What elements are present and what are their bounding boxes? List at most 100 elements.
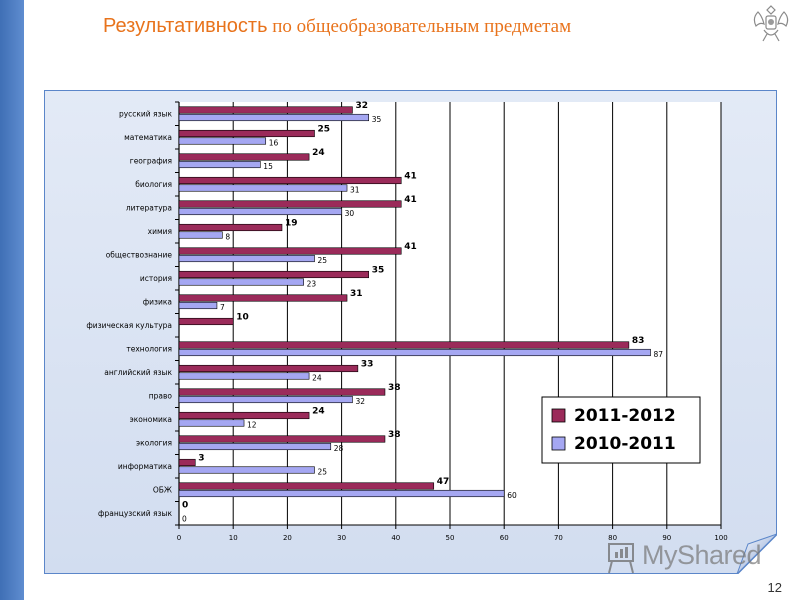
coat-of-arms-icon [753, 5, 789, 42]
x-tick-label: 80 [608, 534, 617, 542]
page-curl [736, 533, 777, 574]
data-label: 30 [345, 209, 355, 218]
x-tick-label: 70 [554, 534, 563, 542]
category-label: биология [135, 180, 172, 189]
data-label: 41 [404, 242, 417, 252]
data-label: 38 [388, 383, 401, 393]
legend-swatch [551, 408, 566, 423]
bar [178, 106, 353, 114]
category-label: литература [126, 203, 172, 212]
bar [178, 466, 315, 474]
bar [178, 348, 651, 357]
legend-label: 2011-2012 [574, 406, 676, 426]
bar [178, 247, 402, 255]
x-tick-label: 40 [391, 534, 400, 542]
category-label: география [130, 156, 172, 165]
watermark-board-icon [608, 543, 634, 574]
category-label: обществознание [106, 250, 173, 259]
category-label: история [140, 274, 172, 283]
data-label: 41 [404, 171, 417, 181]
bar [178, 184, 348, 192]
bar [178, 176, 402, 185]
bar [178, 254, 315, 263]
category-label: информатика [118, 462, 172, 471]
bar [178, 129, 315, 138]
data-label: 0 [182, 500, 188, 510]
left-accent-band [0, 0, 24, 600]
page-title-part2: по общеобразовательным предметам [267, 16, 572, 37]
bar [178, 489, 505, 498]
x-tick-label: 90 [662, 534, 671, 542]
data-label: 31 [350, 289, 363, 299]
data-label: 35 [372, 115, 382, 124]
category-label: французский язык [98, 509, 172, 518]
legend-label: 2010-2011 [574, 434, 676, 454]
bar [178, 388, 386, 396]
bar [178, 442, 332, 451]
page-title-part1: Результативность [103, 15, 268, 37]
bar [178, 341, 630, 349]
legend-swatch [551, 436, 566, 451]
data-label: 87 [654, 350, 664, 359]
category-label: экология [136, 438, 172, 447]
category-label: химия [148, 227, 172, 236]
bar [178, 207, 342, 216]
bar [178, 231, 223, 239]
category-label: экономика [130, 415, 172, 424]
data-label: 25 [318, 256, 328, 265]
data-label: 25 [318, 124, 331, 134]
x-tick-label: 60 [500, 534, 509, 542]
data-label: 16 [269, 138, 279, 147]
x-tick-label: 0 [177, 534, 181, 542]
x-tick-label: 50 [446, 534, 455, 542]
category-label: русский язык [119, 109, 173, 118]
data-label: 24 [312, 148, 325, 158]
data-label: 35 [372, 265, 385, 275]
category-label: физическая культура [86, 321, 172, 330]
data-label: 41 [404, 195, 417, 205]
data-label: 10 [236, 312, 249, 322]
data-label: 0 [182, 514, 187, 523]
data-label: 47 [437, 477, 450, 487]
data-label: 7 [220, 303, 225, 312]
category-label: право [149, 391, 173, 400]
data-label: 24 [312, 373, 322, 382]
bar [178, 372, 310, 380]
data-label: 3 [198, 453, 204, 463]
data-label: 33 [361, 359, 374, 369]
data-label: 15 [263, 162, 273, 171]
bar [178, 223, 283, 232]
watermark-text: MyShared [642, 540, 762, 570]
bar [178, 301, 218, 310]
data-label: 23 [307, 279, 317, 288]
bar [178, 137, 267, 145]
bar [178, 294, 348, 302]
data-label: 19 [285, 218, 298, 228]
bar [178, 458, 196, 467]
data-label: 24 [312, 406, 325, 416]
legend-box [541, 396, 701, 464]
bar [178, 419, 245, 427]
data-label: 25 [318, 467, 328, 476]
x-tick-label: 30 [337, 534, 346, 542]
bar [178, 482, 435, 490]
bar [178, 200, 402, 208]
page-title: Результативность по общеобразовательным … [103, 15, 571, 45]
watermark: MyShared [606, 538, 771, 574]
x-tick-label: 20 [283, 534, 292, 542]
bar [178, 278, 304, 286]
data-label: 12 [247, 420, 257, 429]
bar [178, 113, 369, 122]
category-label: английский язык [104, 368, 172, 377]
category-label: технология [126, 344, 172, 353]
data-label: 32 [355, 397, 365, 406]
data-label: 38 [388, 430, 401, 440]
bar [178, 435, 386, 443]
bar [178, 364, 359, 373]
bar [178, 411, 310, 420]
bar [178, 395, 353, 404]
x-tick-label: 100 [714, 534, 727, 542]
data-label: 60 [507, 491, 517, 500]
data-label: 83 [632, 336, 645, 346]
